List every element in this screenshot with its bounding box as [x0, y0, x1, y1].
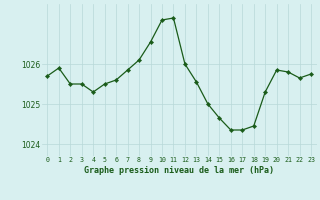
X-axis label: Graphe pression niveau de la mer (hPa): Graphe pression niveau de la mer (hPa) — [84, 166, 274, 175]
